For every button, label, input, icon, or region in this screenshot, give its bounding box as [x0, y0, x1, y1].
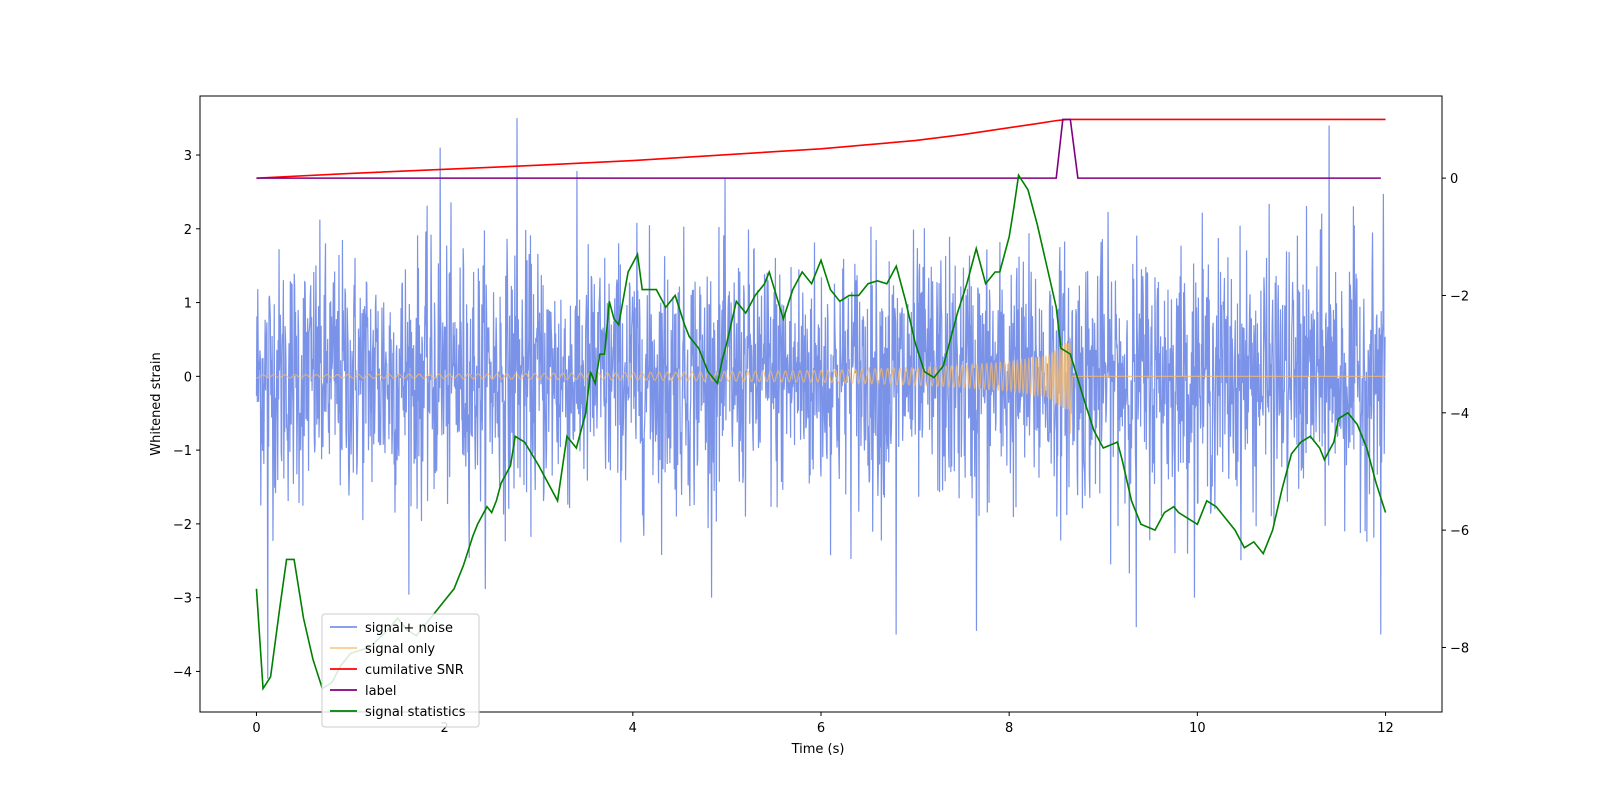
legend-entry-label: signal+ noise — [365, 621, 453, 636]
x-tick-label: 2 — [440, 721, 448, 736]
series-layer — [255, 118, 1387, 692]
x-tick-label: 8 — [1005, 721, 1013, 736]
y-tick-label: 3 — [184, 149, 192, 164]
x-tick-label: 10 — [1189, 721, 1206, 736]
y-tick-label: −3 — [173, 592, 192, 607]
legend-entry-label: signal only — [365, 642, 435, 657]
x-axis-ticks: 0 2 4 6 8 10 12 — [252, 712, 1394, 736]
y-tick-label: 0 — [184, 370, 192, 385]
y-tick-label: −2 — [173, 518, 192, 533]
x-tick-label: 12 — [1377, 721, 1394, 736]
y-tick-label: 2 — [184, 223, 192, 238]
y-axis-label: Whitened strain — [149, 352, 164, 455]
series-signal-only — [256, 335, 1386, 434]
y-tick-label: −1 — [173, 444, 192, 459]
y2-tick-label: −6 — [1450, 524, 1469, 539]
y2-tick-label: −2 — [1450, 289, 1469, 304]
y2-tick-label: −8 — [1450, 641, 1469, 656]
legend: signal+ noise signal only cumilative SNR la… — [321, 613, 480, 728]
x-tick-label: 4 — [629, 721, 637, 736]
y-tick-label: −4 — [173, 665, 192, 680]
legend-box — [321, 613, 480, 728]
series-signal-noise — [255, 118, 1386, 679]
y2-axis-ticks: −8 −6 −4 −2 0 — [1442, 172, 1469, 656]
y-axis-ticks: −4 −3 −2 −1 0 1 2 3 — [173, 149, 200, 680]
y2-tick-label: 0 — [1450, 172, 1458, 187]
legend-entry-label: signal statistics — [365, 705, 466, 720]
legend-entry-label: label — [365, 684, 396, 699]
x-tick-label: 6 — [817, 721, 825, 736]
y-tick-label: 1 — [184, 297, 192, 312]
x-tick-label: 0 — [252, 721, 260, 736]
series-signal-statistics — [255, 172, 1387, 692]
x-axis-label: Time (s) — [791, 742, 845, 757]
legend-entry-label: cumilative SNR — [365, 663, 464, 678]
y2-tick-label: −4 — [1450, 407, 1469, 422]
series-label — [256, 118, 1381, 179]
series-cumulative-snr — [256, 118, 1386, 179]
